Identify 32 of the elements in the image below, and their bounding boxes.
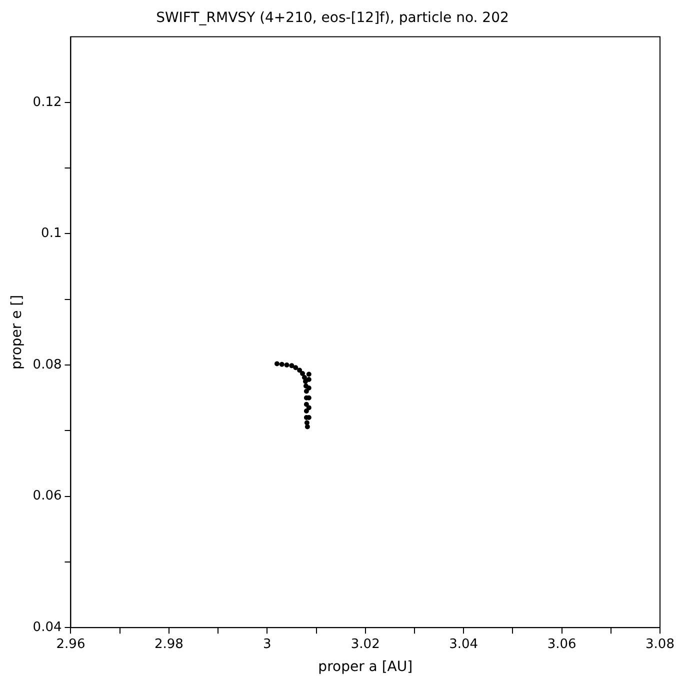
x-axis-title: proper a [AU]: [318, 659, 413, 676]
chart-title: SWIFT_RMVSY (4+210, eos-[12]f), particle no. 202: [156, 10, 509, 26]
point: [302, 374, 307, 380]
x-tick-label: 3.02: [350, 636, 380, 652]
point: [304, 388, 309, 394]
point: [304, 408, 309, 414]
y-tick-label: 0.04: [32, 620, 62, 635]
point: [304, 420, 310, 426]
y-tick-label: 0.08: [32, 357, 62, 372]
x-tick-label: 2.98: [154, 636, 184, 652]
point: [304, 424, 310, 430]
x-tick-label: 3.08: [646, 636, 674, 652]
y-axis-title: proper e []: [9, 294, 26, 370]
point: [300, 371, 306, 376]
point: [284, 362, 290, 368]
point: [274, 361, 280, 366]
point: [306, 372, 312, 377]
y-tick-label: 0.06: [32, 488, 62, 504]
point: [297, 368, 302, 373]
x-tick-label: 3.04: [449, 636, 478, 652]
y-tick-label: 0.1: [41, 226, 62, 242]
point: [306, 386, 312, 390]
point: [293, 365, 298, 370]
point: [306, 405, 312, 410]
x-tick-label: 3.06: [547, 636, 576, 652]
y-tick-label: 0.12: [32, 94, 62, 110]
point: [279, 362, 284, 367]
point: [289, 363, 294, 368]
x-tick-label: 3: [263, 636, 272, 652]
x-tick-label: 2.96: [56, 636, 86, 652]
point: [306, 376, 312, 382]
point: [304, 402, 309, 407]
